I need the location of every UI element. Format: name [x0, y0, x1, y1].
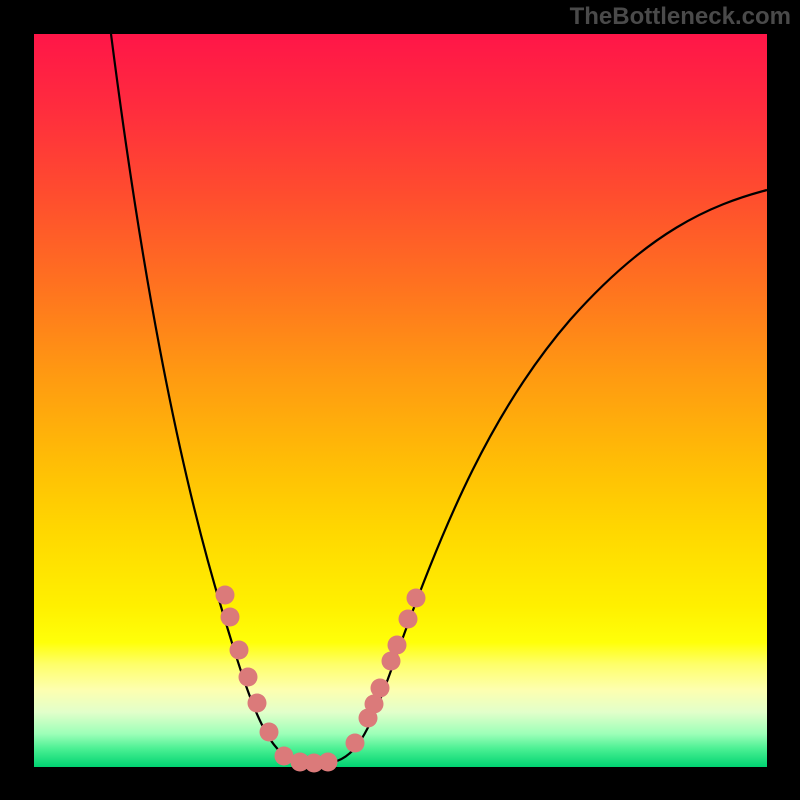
chart-stage: TheBottleneck.com — [0, 0, 800, 800]
bottleneck-chart — [0, 0, 800, 800]
plot-background — [34, 34, 767, 767]
data-dot — [221, 608, 240, 627]
data-dot — [399, 610, 418, 629]
data-dot — [260, 723, 279, 742]
data-dot — [230, 641, 249, 660]
data-dot — [239, 668, 258, 687]
data-dot — [371, 679, 390, 698]
data-dot — [407, 589, 426, 608]
data-dot — [388, 636, 407, 655]
data-dot — [346, 734, 365, 753]
data-dot — [248, 694, 267, 713]
watermark-text: TheBottleneck.com — [570, 3, 791, 31]
data-dot — [319, 753, 338, 772]
data-dot — [216, 586, 235, 605]
